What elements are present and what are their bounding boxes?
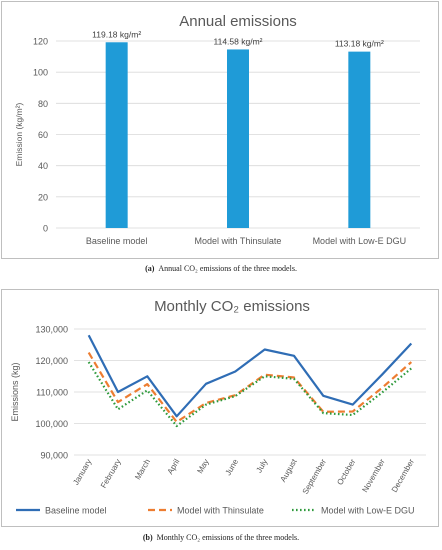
x-tick-label: August — [278, 457, 299, 484]
monthly-emissions-panel: Monthly CO₂ emissions 90,000 100,000 110,00… — [1, 289, 439, 527]
legend-label: Model with Low-E DGU — [321, 506, 415, 516]
x-tick-label: Model with Low-E DGU — [313, 236, 407, 246]
y-tick-label: 90,000 — [40, 451, 68, 461]
y-tick-label: 40 — [38, 161, 48, 171]
series-line — [87, 334, 413, 418]
y-tick-label: 80 — [38, 99, 48, 109]
chart-title: Annual emissions — [179, 13, 297, 30]
y-tick-label: 100 — [33, 68, 48, 78]
x-tick-label: September — [301, 457, 329, 496]
x-tick-label: July — [254, 458, 269, 475]
bar — [227, 49, 249, 228]
x-tick-label: April — [166, 457, 182, 476]
y-axis-label: Emission (kg/m²) — [14, 102, 24, 166]
bar-data-label: 113.18 kg/m² — [335, 39, 384, 49]
y-tick-label: 20 — [38, 192, 48, 202]
legend-label: Model with Thinsulate — [177, 506, 264, 516]
bar-data-label: 114.58 kg/m² — [214, 36, 263, 46]
chart-title: Monthly CO₂ emissions — [154, 298, 310, 315]
bar-data-label: 119.18 kg/m² — [92, 29, 141, 39]
y-tick-label: 120,000 — [35, 356, 68, 366]
x-tick-label: November — [360, 457, 386, 494]
caption-a-text: Annual CO₂ emissions of the three models… — [158, 264, 297, 273]
x-tick-label: October — [335, 457, 357, 486]
x-tick-label: December — [390, 457, 416, 494]
caption-b: (b) Monthly CO₂ emissions of the three m… — [0, 533, 442, 542]
monthly-emissions-chart: Monthly CO₂ emissions 90,000 100,000 110,00… — [10, 298, 426, 516]
annual-emissions-panel: Annual emissions 0 20 40 60 80 100 120 Emission … — [1, 1, 439, 259]
caption-a: (a) Annual CO₂ emissions of the three mo… — [0, 264, 442, 273]
y-tick-label: 130,000 — [35, 325, 68, 335]
y-tick-label: 0 — [43, 224, 48, 234]
x-tick-label: May — [195, 458, 210, 476]
x-tick-label: January — [71, 458, 93, 487]
series-line — [87, 361, 413, 428]
y-tick-label: 110,000 — [36, 388, 68, 398]
y-tick-label: 120 — [33, 37, 48, 47]
x-tick-label: Model with Thinsulate — [195, 236, 282, 246]
y-tick-label: 60 — [38, 130, 48, 140]
caption-b-tag: (b) — [142, 533, 153, 542]
annual-emissions-chart: Annual emissions 0 20 40 60 80 100 120 Emission … — [14, 13, 420, 246]
legend-label: Baseline model — [45, 506, 107, 516]
x-tick-label: June — [224, 457, 241, 477]
bar — [105, 42, 128, 228]
y-axis-label: Emissions (kg) — [10, 362, 20, 421]
caption-b-text: Monthly CO₂ emissions of the three model… — [156, 533, 300, 542]
x-tick-label: Baseline model — [86, 236, 148, 246]
y-tick-label: 100,000 — [35, 419, 68, 429]
x-tick-label: February — [99, 458, 123, 490]
series-line — [87, 352, 413, 423]
x-tick-label: March — [133, 458, 152, 482]
bar — [348, 51, 371, 228]
caption-a-tag: (a) — [145, 264, 155, 273]
